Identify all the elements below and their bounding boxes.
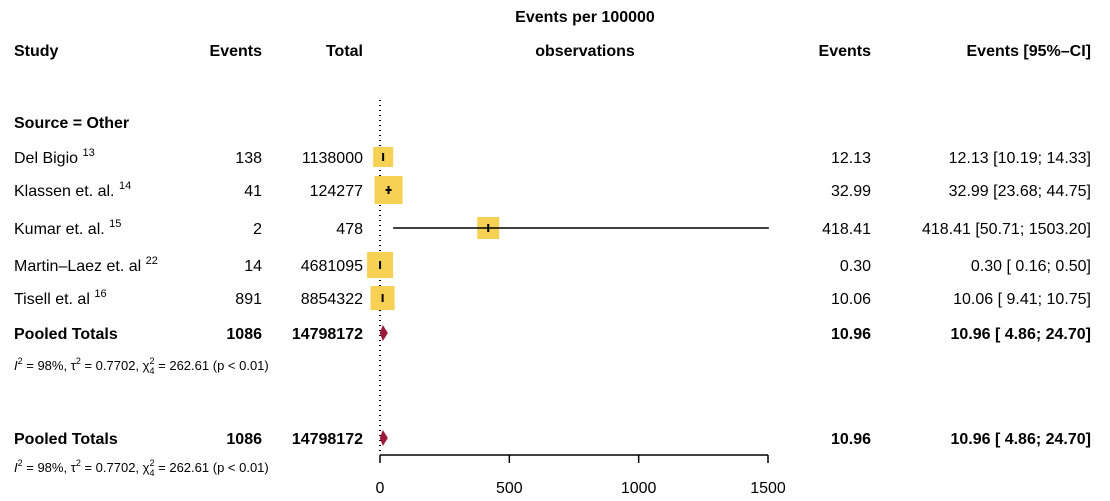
study-rate: 418.41 xyxy=(822,221,871,238)
study-total: 478 xyxy=(336,221,363,238)
study-events: 41 xyxy=(244,183,262,200)
heterogeneity-stats: I2 = 98%, τ2 = 0.7702, χ42 = 262.61 (p <… xyxy=(14,458,269,478)
pooled-total: 14798172 xyxy=(292,431,363,448)
study-rate: 0.30 xyxy=(840,258,871,275)
pooled-row: Pooled Totals 1086 14798172 10.96 10.96 [ 4.… xyxy=(14,325,1091,343)
study-row: Del Bigio 13 138 1138000 12.13 12.13 [10.19;… xyxy=(14,147,1091,167)
header-events: Events xyxy=(210,43,263,60)
study-total: 124277 xyxy=(310,183,363,200)
study-rate: 32.99 xyxy=(831,183,871,200)
pooled-events: 1086 xyxy=(226,431,262,448)
plot-title-line2: observations xyxy=(535,43,635,60)
study-ci: 418.41 [50.71; 1503.20] xyxy=(922,221,1091,238)
pooled-events: 1086 xyxy=(226,326,262,343)
study-rate: 12.13 xyxy=(831,150,871,167)
study-name: Martin–Laez et. al 22 xyxy=(14,255,158,275)
pooled-rate: 10.96 xyxy=(831,326,871,343)
pooled-label: Pooled Totals xyxy=(14,326,118,343)
study-events: 2 xyxy=(253,221,262,238)
pooled-ci: 10.96 [ 4.86; 24.70] xyxy=(950,326,1091,343)
x-tick-label: 500 xyxy=(496,480,523,497)
study-events: 14 xyxy=(244,258,262,275)
study-name: Tisell et. al 16 xyxy=(14,288,107,308)
study-row: Klassen et. al. 14 41 124277 32.99 32.99 [23… xyxy=(14,176,1091,204)
x-tick-label: 1500 xyxy=(750,480,786,497)
study-ci: 32.99 [23.68; 44.75] xyxy=(949,183,1091,200)
pooled-rate: 10.96 xyxy=(831,431,871,448)
study-row: Martin–Laez et. al 22 14 4681095 0.30 0.30 [… xyxy=(14,252,1091,278)
study-ci: 10.06 [ 9.41; 10.75] xyxy=(953,291,1091,308)
pooled-ci: 10.96 [ 4.86; 24.70] xyxy=(950,431,1091,448)
study-name: Kumar et. al. 15 xyxy=(14,218,121,238)
pooled-diamond xyxy=(379,325,388,341)
pooled-diamond xyxy=(379,430,388,446)
x-tick-label: 1000 xyxy=(621,480,657,497)
study-events: 891 xyxy=(235,291,262,308)
study-total: 4681095 xyxy=(301,258,363,275)
study-total: 8854322 xyxy=(301,291,363,308)
study-name: Del Bigio 13 xyxy=(14,147,95,167)
header-total: Total xyxy=(326,43,363,60)
plot-title-line1: Events per 100000 xyxy=(515,9,655,26)
study-rows: Del Bigio 13 138 1138000 12.13 12.13 [10.19;… xyxy=(14,147,1091,478)
header-rate: Events xyxy=(819,43,872,60)
pooled-label: Pooled Totals xyxy=(14,431,118,448)
study-row: Tisell et. al 16 891 8854322 10.06 10.06 [ 9… xyxy=(14,286,1091,310)
header-study: Study xyxy=(14,43,59,60)
header-ci: Events [95%–CI] xyxy=(967,43,1092,60)
pooled-row: Pooled Totals 1086 14798172 10.96 10.96 [ 4.… xyxy=(14,430,1091,448)
study-name: Klassen et. al. 14 xyxy=(14,180,131,200)
study-ci: 0.30 [ 0.16; 0.50] xyxy=(971,258,1091,275)
subgroup-label: Source = Other xyxy=(14,115,129,132)
study-row: Kumar et. al. 15 2 478 418.41 418.41 [50.71;… xyxy=(14,217,1091,239)
pooled-total: 14798172 xyxy=(292,326,363,343)
study-rate: 10.06 xyxy=(831,291,871,308)
study-total: 1138000 xyxy=(302,150,363,167)
study-ci: 12.13 [10.19; 14.33] xyxy=(949,150,1091,167)
x-axis: 0 500 1000 1500 xyxy=(376,454,786,497)
study-events: 138 xyxy=(235,150,262,167)
heterogeneity-stats: I2 = 98%, τ2 = 0.7702, χ42 = 262.61 (p <… xyxy=(14,356,269,376)
x-tick-label: 0 xyxy=(376,480,385,497)
